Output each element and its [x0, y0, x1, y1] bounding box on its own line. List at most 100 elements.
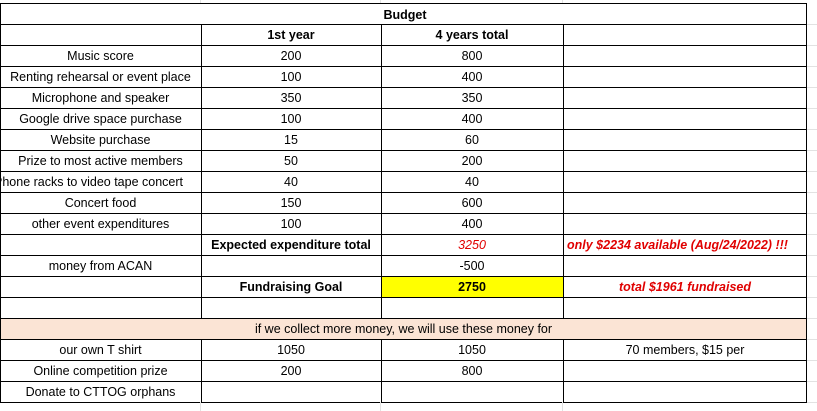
fundraising-goal-note[interactable]: total $1961 fundraised [619, 280, 751, 294]
extra-first-year[interactable] [201, 381, 381, 402]
extra-total[interactable] [381, 381, 563, 402]
grid-line [807, 276, 817, 277]
blank-cell[interactable] [201, 297, 381, 318]
item-first-year[interactable]: 150 [280, 196, 302, 210]
grid-line [201, 24, 202, 318]
extra-label[interactable]: our own T shirt [59, 343, 142, 357]
header-blank-cell[interactable] [0, 24, 201, 45]
expected-total-row: Expected expenditure total 3250 only $22… [0, 234, 817, 255]
grid-line [0, 360, 807, 361]
table-row: our own T shirt 1050 1050 70 members, $1… [0, 339, 817, 360]
grid-line [0, 87, 807, 88]
blank-row [0, 297, 817, 318]
table-row: Phone racks to video tape concert 40 40 [0, 171, 817, 192]
item-first-year[interactable]: 15 [284, 133, 298, 147]
grid-line [807, 360, 817, 361]
item-total[interactable]: 600 [461, 196, 483, 210]
item-label[interactable]: Microphone and speaker [31, 91, 170, 105]
item-note[interactable] [563, 108, 807, 129]
header-four-years[interactable]: 4 years total [435, 28, 509, 42]
blank-cell[interactable] [381, 297, 563, 318]
expected-blank-cell[interactable] [0, 234, 201, 255]
grid-line [0, 234, 807, 235]
item-total[interactable]: 400 [461, 112, 483, 126]
grid-line [807, 45, 817, 46]
item-note[interactable] [563, 45, 807, 66]
extra-label[interactable]: Online competition prize [33, 364, 168, 378]
item-total[interactable]: 40 [465, 175, 479, 189]
item-first-year[interactable]: 50 [284, 154, 298, 168]
table-row: Website purchase 15 60 [0, 129, 817, 150]
table-row: Google drive space purchase 100 400 [0, 108, 817, 129]
grid-line [0, 66, 807, 67]
fundraising-goal-row: Fundraising Goal 2750 total $1961 fundra… [0, 276, 817, 297]
grid-line [563, 339, 564, 402]
item-total[interactable]: 200 [461, 154, 483, 168]
extra-first-year[interactable]: 200 [280, 364, 302, 378]
item-label-text: Phone racks to video tape concert [0, 175, 184, 189]
expected-total-note[interactable]: only $2234 available (Aug/24/2022) !!! [567, 238, 788, 252]
item-label[interactable]: Concert food [64, 196, 137, 210]
header-row: 1st year 4 years total [0, 24, 817, 45]
item-first-year[interactable]: 40 [284, 175, 298, 189]
sheet-title[interactable]: Budget [383, 7, 427, 22]
extra-total[interactable]: 1050 [458, 343, 486, 357]
grid-line [807, 255, 817, 256]
blank-cell[interactable] [0, 297, 201, 318]
grid-line [0, 255, 807, 256]
acan-label[interactable]: money from ACAN [48, 259, 153, 273]
grid-line [807, 318, 817, 319]
item-total[interactable]: 400 [461, 70, 483, 84]
fundraising-goal-label[interactable]: Fundraising Goal [239, 280, 343, 294]
extra-note[interactable] [563, 381, 807, 402]
extra-banner[interactable]: if we collect more money, we will use th… [0, 318, 807, 339]
item-note[interactable] [563, 87, 807, 108]
table-row: other event expenditures 100 400 [0, 213, 817, 234]
header-first-year[interactable]: 1st year [267, 28, 315, 42]
item-label[interactable]: other event expenditures [31, 217, 170, 231]
item-label[interactable]: Music score [67, 49, 134, 63]
grid-line [0, 171, 807, 172]
acan-note-cell[interactable] [563, 255, 807, 276]
grid-line [381, 339, 382, 402]
item-total[interactable]: 400 [461, 217, 483, 231]
grid-line [200, 402, 201, 411]
header-note-cell[interactable] [563, 24, 807, 45]
item-first-year[interactable]: 100 [280, 70, 302, 84]
grid-line [200, 0, 201, 3]
item-note[interactable] [563, 129, 807, 150]
item-note[interactable] [563, 192, 807, 213]
item-note[interactable] [563, 66, 807, 87]
item-note[interactable] [563, 213, 807, 234]
item-first-year[interactable]: 100 [280, 112, 302, 126]
extra-note[interactable] [563, 360, 807, 381]
acan-value[interactable]: -500 [459, 259, 485, 273]
item-first-year[interactable]: 350 [280, 91, 302, 105]
extra-note[interactable]: 70 members, $15 per [625, 343, 745, 357]
item-total[interactable]: 800 [461, 49, 483, 63]
item-total[interactable]: 350 [461, 91, 483, 105]
item-label[interactable]: Renting rehearsal or event place [10, 70, 191, 84]
item-note[interactable] [563, 171, 807, 192]
grid-line [0, 297, 807, 298]
item-label[interactable]: Phone racks to video tape concert [0, 171, 201, 192]
item-first-year[interactable]: 100 [280, 217, 302, 231]
table-row: Donate to CTTOG orphans [0, 381, 817, 402]
item-label[interactable]: Prize to most active members [18, 154, 183, 168]
item-note[interactable] [563, 150, 807, 171]
expected-total-label[interactable]: Expected expenditure total [211, 238, 371, 252]
extra-first-year[interactable]: 1050 [277, 343, 305, 357]
extra-label[interactable]: Donate to CTTOG orphans [25, 385, 176, 399]
goal-blank-cell[interactable] [0, 276, 201, 297]
table-row: Renting rehearsal or event place 100 400 [0, 66, 817, 87]
item-total[interactable]: 60 [465, 133, 479, 147]
item-label[interactable]: Google drive space purchase [19, 112, 182, 126]
extra-total[interactable]: 800 [461, 364, 483, 378]
expected-total-value[interactable]: 3250 [458, 238, 486, 252]
blank-cell[interactable] [563, 297, 807, 318]
fundraising-goal-value[interactable]: 2750 [381, 276, 563, 297]
acan-first-cell[interactable] [201, 255, 381, 276]
item-first-year[interactable]: 200 [280, 49, 302, 63]
grid-line [807, 129, 817, 130]
item-label[interactable]: Website purchase [50, 133, 151, 147]
